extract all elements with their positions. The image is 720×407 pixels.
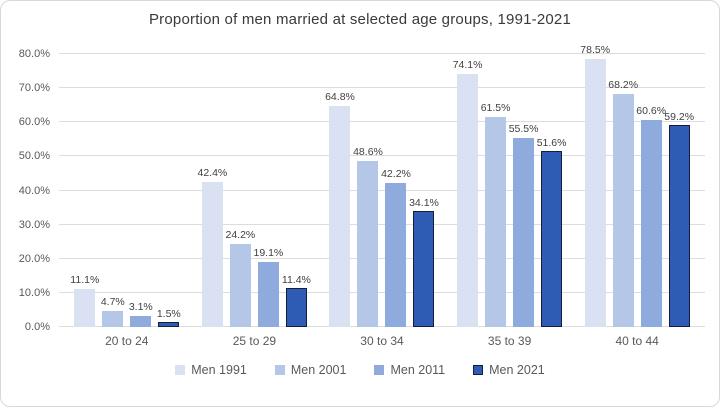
legend-swatch-men-2011 [374, 365, 385, 375]
bar-men-2001-35-to-39: 61.5% [481, 102, 510, 327]
gridline [59, 121, 705, 123]
legend-label: Men 2021 [489, 363, 545, 377]
legend-label: Men 1991 [191, 363, 247, 377]
bar-value-label: 55.5% [508, 122, 539, 135]
bar-group-25-to-29: 42.4% 24.2% 19.1% 11.4% [191, 54, 319, 327]
bar-value-label: 42.4% [197, 167, 228, 180]
bar-value-label: 61.5% [480, 102, 511, 115]
bar-group-30-to-34: 64.8% 48.6% 42.2% 34.1% [318, 54, 446, 327]
x-axis-label-20-to-24: 20 to 24 [105, 334, 149, 348]
bar-men-2021-20-to-24: 1.5% [157, 308, 181, 327]
gridline [59, 53, 705, 54]
bar-value-label: 3.1% [128, 301, 153, 314]
bar-value-label: 74.1% [452, 59, 483, 72]
x-axis: 20 to 24 25 to 29 30 to 34 35 to 39 40 to 44 [59, 334, 705, 348]
y-tick-label: 0.0% [24, 321, 50, 333]
bar-men-2021-35-to-39: 51.6% [537, 137, 566, 327]
x-axis-label-25-to-29: 25 to 29 [232, 334, 277, 348]
bar-value-label: 4.7% [100, 295, 125, 308]
legend: Men 1991 Men 2001 Men 2011 Men 2021 [1, 363, 719, 377]
bar-men-2011-40-to-44: 60.6% [636, 105, 666, 327]
bar-men-2021-40-to-44: 59.2% [664, 111, 694, 327]
bar-men-1991-35-to-39: 74.1% [453, 59, 482, 327]
legend-swatch-men-1991 [175, 365, 186, 375]
legend-swatch-men-2001 [274, 365, 285, 375]
x-axis-label-35-to-39: 35 to 39 [487, 334, 532, 348]
gridline [59, 291, 705, 293]
gridline [59, 87, 705, 89]
bar-value-label: 51.6% [536, 136, 567, 149]
bar-group-20-to-24: 11.1% 4.7% 3.1% 1.5% [63, 54, 191, 327]
bar-men-2001-30-to-34: 48.6% [353, 146, 383, 327]
bar-value-label: 64.8% [325, 90, 355, 103]
y-tick-label: 30.0% [18, 218, 50, 231]
gridline [59, 326, 705, 327]
gridline [59, 257, 705, 259]
bar-men-2011-30-to-34: 42.2% [381, 168, 411, 327]
gridline [59, 223, 705, 225]
x-axis-label-40-to-44: 40 to 44 [615, 334, 659, 348]
bar-value-label: 24.2% [225, 229, 256, 242]
bar-men-2021-25-to-29: 11.4% [282, 274, 311, 327]
gridline [59, 189, 705, 191]
bar-group-40-to-44: 78.5% 68.2% 60.6% 59.2% [573, 44, 701, 327]
legend-swatch-men-2021 [473, 365, 484, 375]
bar-group-35-to-39: 74.1% 61.5% 55.5% 51.6% [446, 54, 574, 327]
legend-label: Men 2011 [390, 363, 446, 377]
bar-value-label: 19.1% [253, 246, 284, 259]
bar-groups: 11.1% 4.7% 3.1% 1.5% 42.4% 24.2% 19.1% 11.4% 64.… [59, 44, 705, 327]
bar-value-label: 1.5% [156, 307, 181, 320]
bar-value-label: 48.6% [353, 146, 383, 159]
y-tick-label: 10.0% [18, 286, 50, 299]
bar-men-1991-20-to-24: 11.1% [70, 274, 99, 327]
y-tick-label: 20.0% [18, 252, 50, 265]
x-axis-label-30-to-34: 30 to 34 [360, 334, 404, 348]
legend-label: Men 2001 [290, 363, 347, 377]
bar-men-2021-30-to-34: 34.1% [409, 197, 439, 327]
bar-value-label: 11.4% [281, 274, 311, 287]
bar-men-2011-20-to-24: 3.1% [129, 301, 153, 327]
legend-item-men-2001: Men 2001 [274, 363, 347, 377]
bar-men-1991-40-to-44: 78.5% [580, 44, 610, 327]
bar-men-2011-35-to-39: 55.5% [509, 123, 538, 327]
y-axis: 0.0% 10.0% 20.0% 30.0% 40.0% 50.0% 60.0% 70.0% 8… [1, 48, 59, 333]
legend-item-men-2011: Men 2011 [374, 363, 445, 377]
bar-value-label: 60.6% [636, 105, 667, 118]
bar-men-1991-25-to-29: 42.4% [198, 167, 227, 327]
legend-item-men-2021: Men 2021 [473, 363, 545, 377]
bar-men-2011-25-to-29: 19.1% [254, 247, 283, 327]
y-tick-label: 80.0% [18, 48, 50, 60]
chart-title: Proportion of men married at selected ag… [148, 11, 572, 28]
legend-item-men-1991: Men 1991 [175, 363, 247, 377]
bar-value-label: 59.2% [664, 110, 695, 123]
gridlines [59, 53, 705, 327]
y-tick-label: 50.0% [18, 150, 50, 163]
bar-men-2001-40-to-44: 68.2% [608, 79, 638, 327]
bar-value-label: 34.1% [409, 196, 439, 209]
bar-men-2001-25-to-29: 24.2% [226, 229, 255, 327]
y-tick-label: 60.0% [18, 116, 50, 129]
bar-men-2001-20-to-24: 4.7% [101, 296, 125, 327]
y-tick-label: 70.0% [18, 82, 50, 95]
bar-value-label: 68.2% [608, 79, 639, 92]
bar-men-1991-30-to-34: 64.8% [325, 91, 355, 327]
y-tick-label: 40.0% [18, 184, 50, 197]
bar-value-label: 78.5% [580, 44, 611, 57]
bar-value-label: 42.2% [381, 168, 411, 180]
plot-area: 11.1% 4.7% 3.1% 1.5% 42.4% 24.2% 19.1% 11.4% 64.… [59, 44, 705, 327]
bar-value-label: 11.1% [70, 274, 100, 287]
plot-row: 0.0% 10.0% 20.0% 30.0% 40.0% 50.0% 60.0% 70.0% 8… [1, 44, 719, 333]
gridline [59, 155, 705, 157]
